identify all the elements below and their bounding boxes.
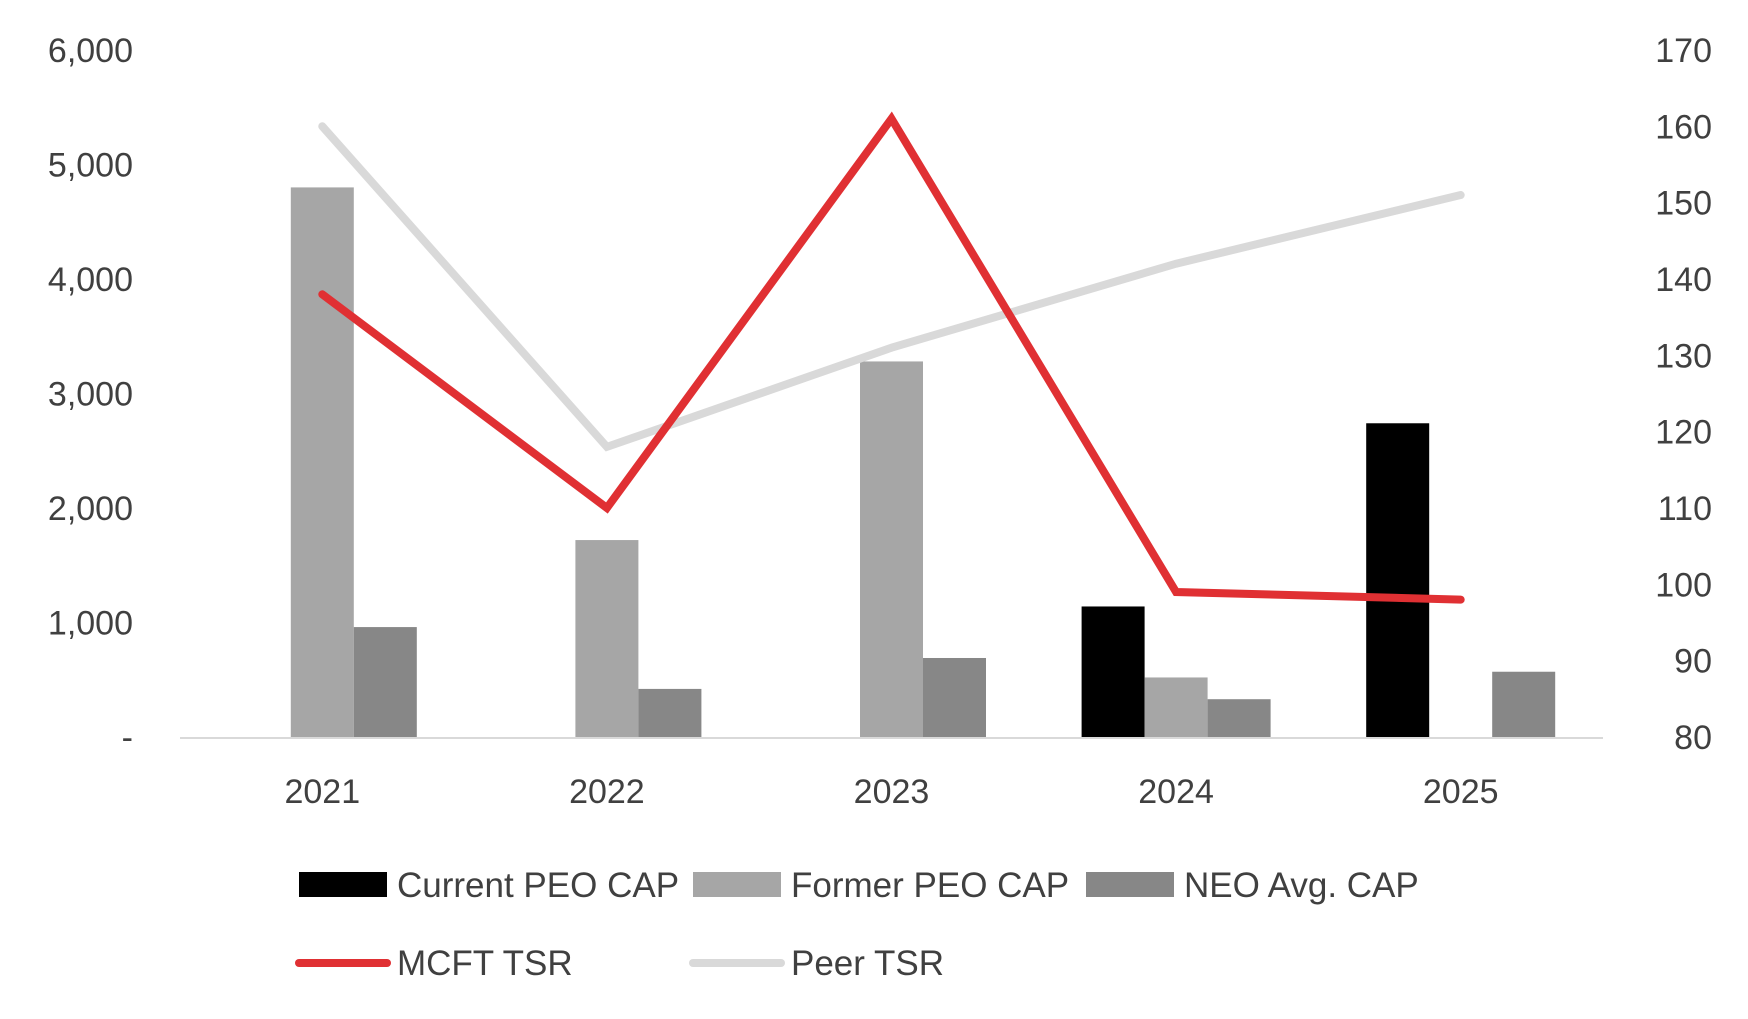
bar-former-peo-cap-2023: [860, 361, 923, 737]
bar-former-peo-cap-2021: [290, 187, 354, 737]
legend-swatch-neo-avg-cap: [1086, 872, 1174, 897]
bar-current-peo-cap-2025: [1366, 423, 1430, 737]
y-left-tick-label: 3,000: [48, 376, 133, 414]
y-right-tick-label: 120: [1655, 414, 1712, 452]
y-right-tick-label: 100: [1655, 566, 1712, 604]
legend-label: Peer TSR: [791, 944, 944, 983]
legend-swatch-former-peo-cap: [693, 872, 781, 897]
y-right-tick-label: 140: [1655, 261, 1712, 299]
y-right-tick-label: 80: [1674, 719, 1712, 757]
x-tick-label: 2021: [284, 773, 360, 811]
legend-label: Former PEO CAP: [791, 866, 1069, 905]
y-right-tick-label: 90: [1674, 643, 1712, 681]
y-axis-left: - 1,000 2,000 3,000 4,000 5,000 6,000: [48, 32, 133, 757]
y-right-tick-label: 150: [1655, 185, 1712, 223]
y-left-tick-label: 2,000: [48, 490, 133, 528]
y-right-tick-label: 110: [1658, 490, 1712, 528]
y-right-tick-label: 160: [1655, 108, 1712, 146]
bar-neo-avg-cap-2025: [1492, 671, 1556, 737]
bar-neo-avg-cap-2024: [1207, 699, 1271, 737]
bars-layer: [290, 187, 1556, 737]
x-axis: 2021 2022 2023 2024 2025: [284, 773, 1498, 811]
y-left-tick-label: 1,000: [48, 605, 133, 643]
bar-neo-avg-cap-2023: [923, 657, 986, 737]
legend: Current PEO CAP Former PEO CAP NEO Avg. CA…: [295, 866, 1419, 983]
bar-neo-avg-cap-2021: [353, 627, 417, 737]
lines-layer: [318, 111, 1465, 604]
x-tick-label: 2025: [1423, 773, 1499, 811]
bar-current-peo-cap-2024: [1081, 606, 1145, 737]
y-right-tick-label: 130: [1655, 337, 1712, 375]
y-left-tick-label: -: [122, 719, 133, 757]
bar-neo-avg-cap-2022: [638, 688, 702, 737]
x-tick-label: 2023: [854, 773, 930, 811]
bar-former-peo-cap-2022: [575, 540, 639, 737]
x-tick-label: 2024: [1138, 773, 1214, 811]
y-right-tick-label: 170: [1655, 32, 1712, 70]
legend-label: Current PEO CAP: [397, 866, 679, 905]
y-left-tick-label: 4,000: [48, 261, 133, 299]
y-left-tick-label: 5,000: [48, 147, 133, 185]
x-tick-label: 2022: [569, 773, 645, 811]
y-left-tick-label: 6,000: [48, 32, 133, 70]
legend-swatch-current-peo-cap: [299, 872, 387, 897]
bar-former-peo-cap-2024: [1144, 677, 1208, 737]
y-axis-right: 80 90 100 110 120 130 140 150 160 170: [1655, 32, 1712, 757]
legend-label: MCFT TSR: [397, 944, 573, 983]
legend-label: NEO Avg. CAP: [1184, 866, 1419, 905]
